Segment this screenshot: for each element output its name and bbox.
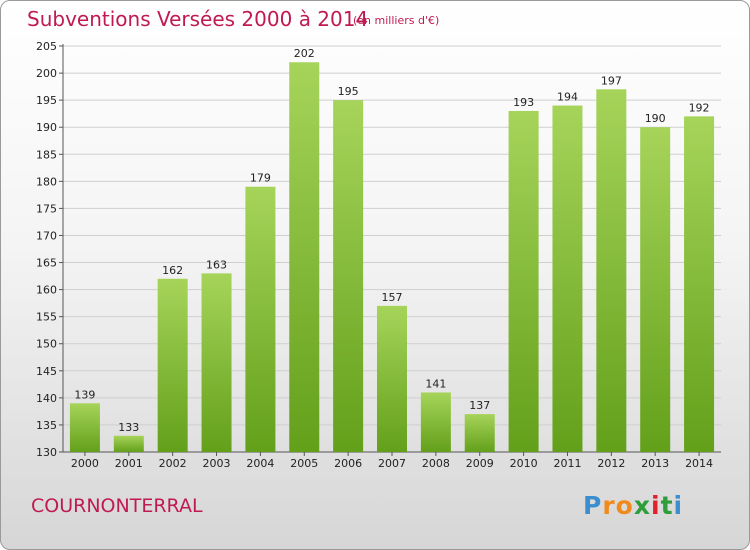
value-label-2007: 157 (382, 291, 403, 304)
x-tick-label-2002: 2002 (159, 457, 187, 470)
chart-title: Subventions Versées 2000 à 2014 (27, 7, 369, 31)
logo-letter: i (673, 491, 684, 520)
x-tick-label-2007: 2007 (378, 457, 406, 470)
y-tick-label: 160 (36, 284, 57, 297)
value-label-2005: 202 (294, 47, 315, 60)
bar-2011 (552, 105, 583, 453)
x-tick-label-2000: 2000 (71, 457, 99, 470)
value-label-2012: 197 (601, 74, 622, 87)
logo-letter: x (633, 491, 651, 520)
bar-2007 (377, 305, 407, 452)
x-tick-label-2006: 2006 (334, 457, 362, 470)
bar-2000 (69, 403, 100, 452)
chart-subtitle: (en milliers d'€) (353, 14, 440, 27)
x-tick-label-2014: 2014 (685, 457, 713, 470)
value-label-2004: 179 (250, 172, 271, 185)
y-tick-label: 130 (36, 446, 57, 459)
commune-name: COURNONTERRAL (31, 495, 203, 517)
x-tick-label-2010: 2010 (510, 457, 538, 470)
proxiti-logo[interactable]: Proxiti (583, 491, 683, 520)
logo-letter: t (660, 491, 674, 520)
x-tick-label-2013: 2013 (641, 457, 669, 470)
value-label-2002: 162 (162, 264, 183, 277)
value-label-2011: 194 (557, 91, 578, 104)
logo-letter: r (602, 491, 616, 520)
y-tick-label: 190 (36, 121, 57, 134)
y-tick-label: 170 (36, 229, 57, 242)
y-tick-label: 205 (36, 40, 57, 53)
y-tick-label: 185 (36, 148, 57, 161)
y-tick-label: 145 (36, 365, 57, 378)
x-tick-label-2012: 2012 (597, 457, 625, 470)
x-tick-label-2003: 2003 (203, 457, 231, 470)
y-tick-label: 180 (36, 175, 57, 188)
x-tick-label-2009: 2009 (466, 457, 494, 470)
y-tick-label: 200 (36, 67, 57, 80)
x-tick-label-2005: 2005 (290, 457, 318, 470)
y-tick-label: 135 (36, 419, 57, 432)
value-label-2001: 133 (118, 421, 139, 434)
value-label-2008: 141 (425, 377, 446, 390)
bar-2004 (245, 186, 276, 452)
y-tick-label: 140 (36, 392, 57, 405)
bar-2003 (201, 273, 232, 452)
x-tick-label-2004: 2004 (246, 457, 274, 470)
bar-2008 (420, 392, 451, 452)
logo-letter: P (583, 491, 603, 520)
y-tick-label: 155 (36, 311, 57, 324)
logo-letter: i (651, 491, 661, 520)
y-tick-label: 165 (36, 257, 57, 270)
bar-2010 (508, 110, 539, 453)
y-tick-label: 175 (36, 202, 57, 215)
bar-2002 (157, 278, 188, 452)
value-label-2003: 163 (206, 258, 227, 271)
logo-letter: o (615, 491, 634, 520)
value-label-2006: 195 (338, 85, 359, 98)
x-tick-label-2008: 2008 (422, 457, 450, 470)
value-label-2009: 137 (469, 399, 490, 412)
y-tick-label: 195 (36, 94, 57, 107)
bars (69, 62, 715, 453)
bar-2001 (113, 435, 144, 452)
value-labels: 139 133 162 163 179 202 195 157 141 137 193 194 197 1… (74, 47, 709, 434)
x-tick-label-2001: 2001 (115, 457, 143, 470)
axes: 1301351401451501551601651701751801851901… (36, 40, 721, 470)
bar-2006 (333, 100, 364, 452)
bar-2009 (464, 414, 495, 452)
value-label-2000: 139 (74, 388, 95, 401)
value-label-2010: 193 (513, 96, 534, 109)
value-label-2013: 190 (645, 112, 666, 125)
bar-2005 (289, 62, 320, 453)
bar-2012 (596, 89, 627, 452)
bar-2014 (684, 116, 715, 452)
y-tick-label: 150 (36, 338, 57, 351)
value-label-2014: 192 (689, 101, 710, 114)
x-tick-label-2011: 2011 (553, 457, 581, 470)
bar-2013 (640, 127, 671, 452)
